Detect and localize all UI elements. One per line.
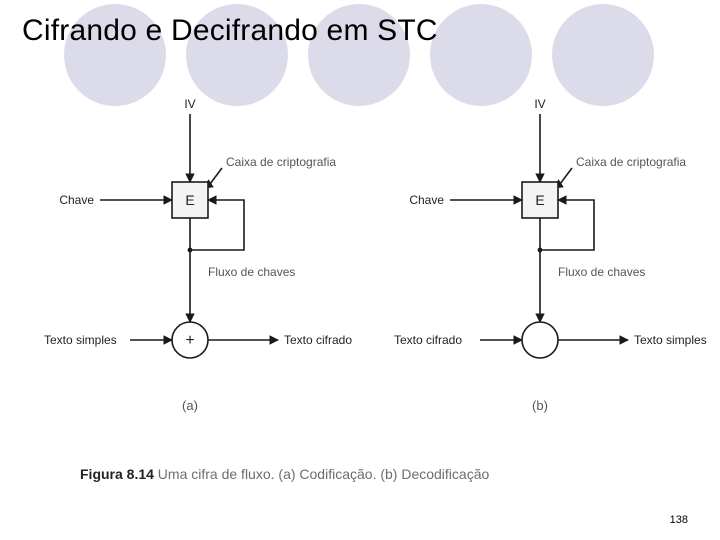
subdiagram-b: IV Caixa de criptografia E Chave Fluxo de ch…	[394, 97, 707, 413]
svg-text:IV: IV	[534, 97, 545, 111]
svg-text:E: E	[535, 192, 544, 208]
combine-node	[522, 322, 558, 358]
diagram: IV Caixa de criptografia E Chave Fluxo de ch…	[0, 90, 720, 470]
subdiagram-a: IV Caixa de criptografia E Chave Fluxo de ch…	[44, 97, 352, 413]
svg-text:(a): (a)	[182, 398, 198, 413]
svg-text:IV: IV	[184, 97, 195, 111]
svg-text:Caixa de criptografia: Caixa de criptografia	[576, 155, 686, 169]
svg-text:+: +	[185, 332, 194, 349]
svg-text:Texto simples: Texto simples	[44, 333, 117, 347]
svg-text:Fluxo de chaves: Fluxo de chaves	[208, 265, 295, 279]
svg-text:Texto cifrado: Texto cifrado	[394, 333, 462, 347]
figure-caption-text: Uma cifra de fluxo. (a) Codificação. (b)…	[154, 466, 489, 482]
svg-text:Caixa de criptografia: Caixa de criptografia	[226, 155, 336, 169]
svg-text:Fluxo de chaves: Fluxo de chaves	[558, 265, 645, 279]
page-number: 138	[670, 514, 688, 526]
svg-text:(b): (b)	[532, 398, 548, 413]
slide-title: Cifrando e Decifrando em STC	[22, 14, 438, 48]
figure-caption: Figura 8.14 Uma cifra de fluxo. (a) Codi…	[80, 466, 489, 482]
svg-text:Chave: Chave	[59, 193, 94, 207]
svg-text:Texto cifrado: Texto cifrado	[284, 333, 352, 347]
svg-text:E: E	[185, 192, 194, 208]
figure-caption-prefix: Figura 8.14	[80, 466, 154, 482]
svg-text:Chave: Chave	[409, 193, 444, 207]
svg-text:Texto simples: Texto simples	[634, 333, 707, 347]
